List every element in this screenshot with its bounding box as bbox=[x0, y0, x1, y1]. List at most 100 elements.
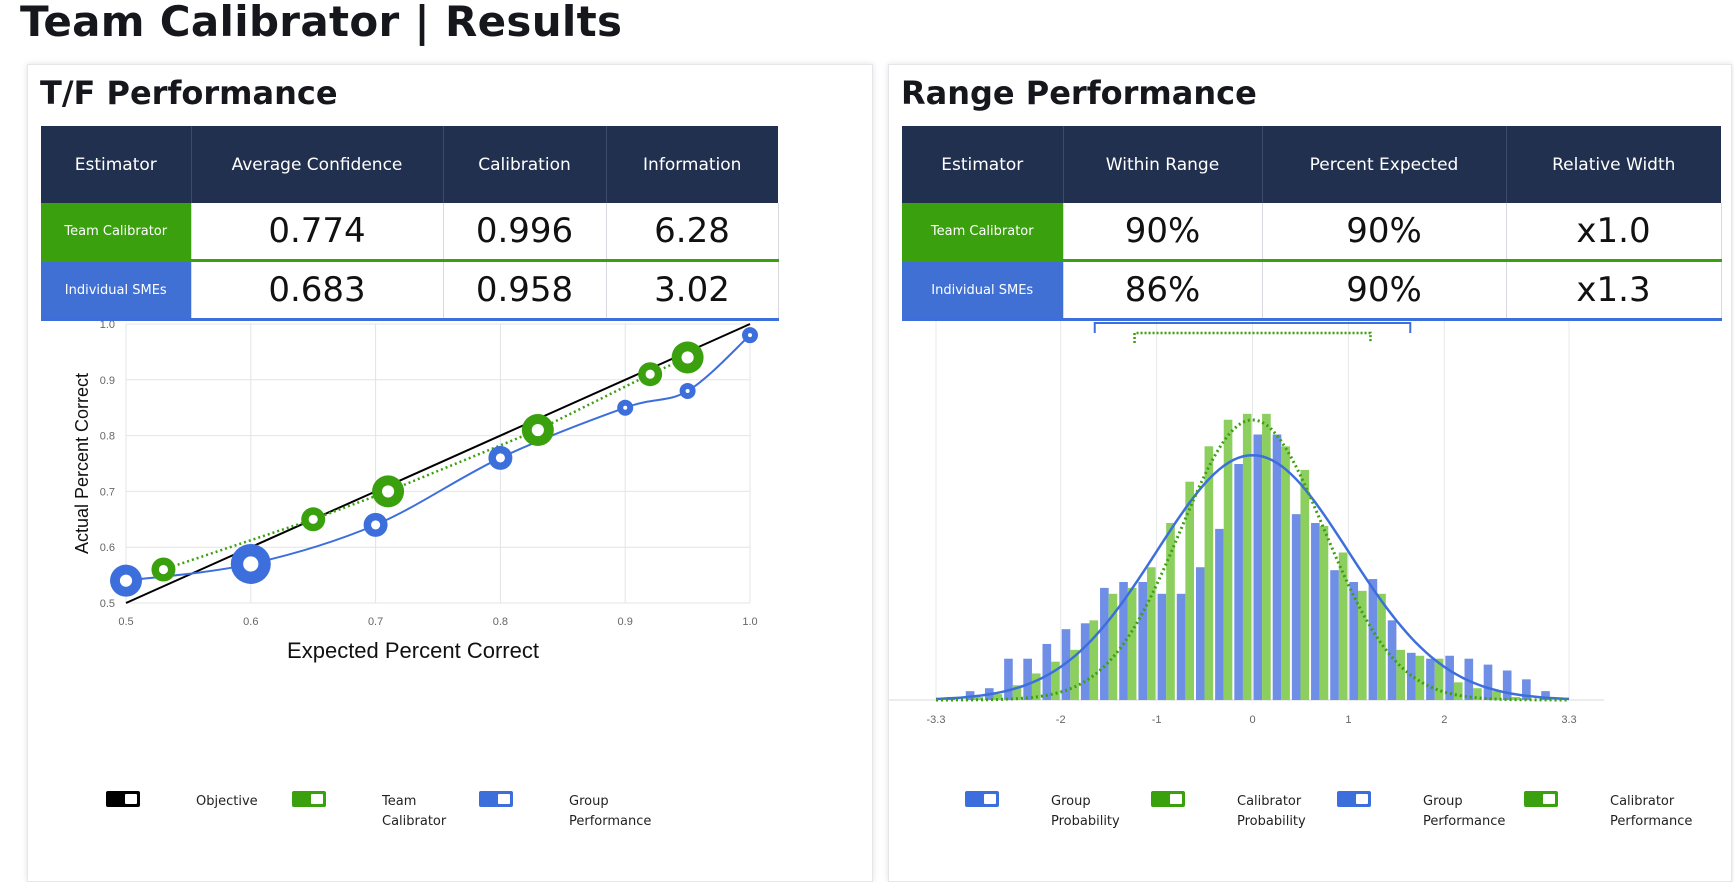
legend-label: Team Calibrator bbox=[382, 792, 502, 832]
x-tick-label: 0.6 bbox=[243, 616, 258, 628]
calibrator-probability-bar bbox=[1338, 552, 1348, 700]
tf-performance-panel: T/F Performance Estimator Average Confid… bbox=[27, 64, 873, 882]
legend-swatch-knob bbox=[1543, 794, 1555, 804]
calibrator-probability-bar bbox=[1358, 590, 1367, 700]
legend-swatch-icon bbox=[965, 791, 999, 807]
legend-label-line: Performance bbox=[1610, 814, 1693, 829]
table-cell: 90% bbox=[1262, 260, 1507, 321]
legend-label: Group Performance bbox=[569, 792, 689, 832]
legend-label-line: Probability bbox=[1237, 814, 1306, 829]
calibrator-probability-bar bbox=[1051, 661, 1060, 700]
group-probability-bar bbox=[1522, 679, 1531, 700]
team-calibrator-marker-hole bbox=[382, 485, 395, 498]
calibrator-probability-bar bbox=[1262, 413, 1271, 700]
team-calibrator-marker-hole bbox=[531, 423, 544, 437]
table-row: Team Calibrator 90% 90% x1.0 bbox=[902, 203, 1722, 262]
group-probability-bar bbox=[1100, 587, 1109, 700]
calibrator-probability-bar bbox=[1089, 620, 1099, 700]
calibrator-probability-bar bbox=[1108, 593, 1118, 700]
legend-label: Calibrator Performance bbox=[1610, 792, 1730, 832]
group-probability-bar bbox=[1061, 629, 1071, 700]
team-calibrator-line bbox=[163, 356, 689, 571]
range-distribution-chart: -3.3 -2 -1 0 1 2 3.3 bbox=[889, 321, 1604, 726]
team-calibrator-marker-hole bbox=[681, 351, 694, 364]
y-tick-label: 0.7 bbox=[100, 486, 115, 498]
group-probability-bar bbox=[1541, 691, 1550, 700]
calibrator-probability-bar bbox=[1396, 649, 1405, 700]
table-cell: 0.958 bbox=[443, 260, 607, 321]
legend-label: Group Probability bbox=[1051, 792, 1171, 832]
calibrator-probability-bar bbox=[1070, 649, 1079, 700]
x-tick-label: 3.3 bbox=[1561, 714, 1576, 726]
page-title: Team Calibrator | Results bbox=[20, 0, 623, 46]
legend-swatch-icon bbox=[292, 791, 326, 807]
x-tick-label: 0.5 bbox=[118, 616, 133, 628]
tf-chart-legend: Objective Team Calibrator Group Performance bbox=[28, 785, 872, 845]
legend-label: Calibrator Probability bbox=[1237, 792, 1357, 832]
range-metrics-table: Estimator Within Range Percent Expected … bbox=[902, 126, 1722, 321]
table-cell: 86% bbox=[1063, 260, 1263, 321]
y-tick-label: 0.8 bbox=[100, 431, 115, 443]
calibrator-probability-bar bbox=[1453, 682, 1463, 700]
group-performance-curve bbox=[935, 453, 1570, 701]
table-cell: x1.0 bbox=[1506, 203, 1722, 262]
group-probability-bar bbox=[1234, 464, 1243, 700]
legend-swatch-icon bbox=[1524, 791, 1558, 807]
x-tick-label: 0.9 bbox=[618, 616, 633, 628]
group-performance-marker-hole bbox=[685, 388, 690, 393]
legend-label-line: Probability bbox=[1051, 814, 1120, 829]
legend-swatch-knob bbox=[311, 794, 323, 804]
x-axis-label: Expected Percent Correct bbox=[287, 638, 539, 663]
x-tick-label: 0.8 bbox=[493, 616, 508, 628]
calibrator-probability-bar bbox=[1242, 413, 1252, 700]
calibrator-probability-bar bbox=[1492, 691, 1501, 700]
x-tick-label: 0.7 bbox=[368, 616, 383, 628]
group-probability-bar bbox=[1349, 582, 1359, 700]
table-cell: 90% bbox=[1262, 203, 1507, 262]
row-label-individual-smes: Individual SMEs bbox=[902, 260, 1064, 321]
column-header: Relative Width bbox=[1506, 126, 1721, 203]
table-cell: 90% bbox=[1063, 203, 1263, 262]
table-cell: x1.3 bbox=[1506, 260, 1722, 321]
team-calibrator-marker-hole bbox=[308, 514, 318, 524]
group-range-bracket bbox=[1093, 322, 1412, 333]
legend-swatch-knob bbox=[1170, 794, 1182, 804]
calibration-line-chart: 0.5 0.6 0.7 0.8 0.9 1.0 0.5 0.6 0.7 0.8 0.9 1.0 Expe… bbox=[72, 319, 758, 663]
group-probability-bar bbox=[1311, 523, 1320, 700]
column-header: Average Confidence bbox=[191, 126, 444, 203]
group-probability-bar bbox=[1272, 434, 1282, 700]
group-performance-marker-hole bbox=[119, 574, 133, 587]
x-tick-label: -1 bbox=[1152, 714, 1162, 726]
row-label-individual-smes: Individual SMEs bbox=[41, 260, 192, 321]
row-label-team-calibrator: Team Calibrator bbox=[41, 203, 192, 262]
group-probability-bar bbox=[1080, 623, 1090, 700]
table-row: Individual SMEs 86% 90% x1.3 bbox=[902, 260, 1722, 321]
legend-label-line: Group bbox=[1423, 794, 1463, 809]
calibrator-probability-bar bbox=[1377, 593, 1386, 700]
legend-label-line: Calibrator bbox=[382, 814, 447, 829]
group-probability-bar bbox=[1445, 655, 1454, 700]
calibrator-probability-bar bbox=[1127, 587, 1137, 700]
calibrator-probability-bar bbox=[1473, 688, 1482, 700]
group-probability-bar bbox=[1138, 582, 1148, 700]
legend-label-line: Calibrator bbox=[1610, 794, 1675, 809]
calibrator-probability-bar bbox=[1434, 658, 1444, 700]
group-probability-bar bbox=[1483, 664, 1493, 700]
legend-label-line: Performance bbox=[569, 814, 652, 829]
team-calibrator-marker-hole bbox=[158, 564, 168, 575]
tf-metrics-table: Estimator Average Confidence Calibration… bbox=[41, 126, 779, 321]
group-performance-marker-hole bbox=[495, 453, 505, 463]
legend-label-line: Calibrator bbox=[1237, 794, 1302, 809]
table-row: Individual SMEs 0.683 0.958 3.02 bbox=[41, 260, 779, 321]
x-tick-label: 0 bbox=[1249, 714, 1255, 726]
calibrator-probability-bar bbox=[1319, 525, 1329, 700]
legend-swatch-knob bbox=[125, 794, 137, 804]
group-probability-bar bbox=[1023, 658, 1032, 700]
calibrator-probability-bar bbox=[993, 694, 1003, 700]
y-tick-label: 0.9 bbox=[100, 375, 115, 387]
y-tick-label: 0.5 bbox=[100, 598, 115, 610]
calibrator-probability-bar bbox=[1300, 469, 1310, 700]
table-cell: 0.774 bbox=[191, 203, 444, 262]
legend-swatch-knob bbox=[1356, 794, 1368, 804]
group-probability-bar bbox=[1464, 658, 1474, 700]
